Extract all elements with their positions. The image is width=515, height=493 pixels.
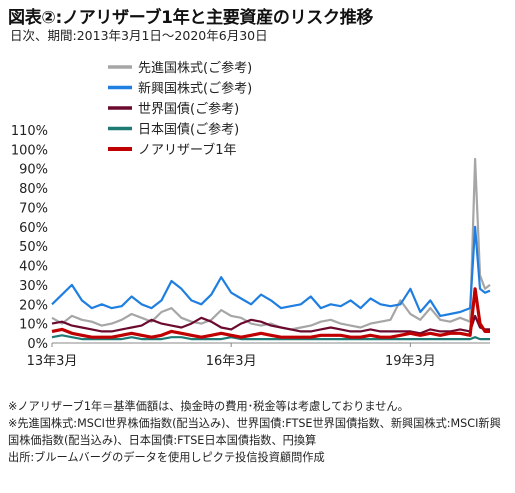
legend-label: 先進国株式(ご参考) <box>138 60 252 76</box>
y-tick-label: 40% <box>19 260 48 275</box>
y-tick-label: 10% <box>19 318 48 333</box>
y-axis-labels: 0% 10% 20% 30% 40% 50% 60% 70% 80% 90% 100% 110% <box>11 124 48 352</box>
risk-line-chart: 0% 10% 20% 30% 40% 50% 60% 70% 80% 90% 100% 110% 13… <box>11 60 491 369</box>
footnotes: ※ノアリザーブ1年＝基準価額は、換金時の費用･税金等は考慮しておりません。 ※先… <box>8 398 508 466</box>
y-tick-label: 60% <box>19 221 48 236</box>
series-line-2 <box>51 314 490 335</box>
footnote-source: 出所:ブルームバーグのデータを使用しピクテ投信投資顧問作成 <box>8 451 325 464</box>
series-lines <box>51 157 491 341</box>
legend-label: 世界国債(ご参考) <box>138 101 239 117</box>
y-tick-label: 50% <box>19 240 48 255</box>
chart-subtitle: 日次、期間:2013年3月1日～2020年6月30日 <box>10 28 268 43</box>
y-tick-label: 110% <box>11 124 48 139</box>
x-tick-label: 13年3月 <box>27 354 78 369</box>
chart-title: 図表②:ノアリザーブ1年と主要資産のリスク推移 <box>8 8 374 28</box>
legend-label: 日本国債(ご参考) <box>138 122 239 138</box>
legend-label: ノアリザーブ1年 <box>138 142 237 158</box>
series-line-0 <box>51 157 491 331</box>
footnote-2: ※先進国株式:MSCI世界株価指数(配当込み)、世界国債:FTSE世界国債指数、… <box>8 417 501 447</box>
x-axis-labels: 13年3月 16年3月 19年3月 <box>27 343 436 369</box>
y-tick-label: 0% <box>27 337 48 352</box>
y-tick-label: 80% <box>19 182 48 197</box>
y-tick-label: 70% <box>19 201 48 216</box>
y-tick-label: 20% <box>19 298 48 313</box>
footnote-1: ※ノアリザーブ1年＝基準価額は、換金時の費用･税金等は考慮しておりません。 <box>8 400 409 413</box>
series-line-3 <box>51 334 490 341</box>
x-tick-label: 16年3月 <box>206 354 257 369</box>
chart-legend: 先進国株式(ご参考) 新興国株式(ご参考) 世界国債(ご参考) 日本国債(ご参考) ノア… <box>108 60 252 158</box>
y-tick-label: 90% <box>19 163 48 178</box>
series-line-4 <box>51 287 490 339</box>
legend-label: 新興国株式(ご参考) <box>138 81 252 97</box>
y-tick-label: 100% <box>11 143 48 158</box>
x-tick-label: 19年3月 <box>385 354 436 369</box>
series-line-1 <box>51 225 491 317</box>
y-tick-label: 30% <box>19 279 48 294</box>
